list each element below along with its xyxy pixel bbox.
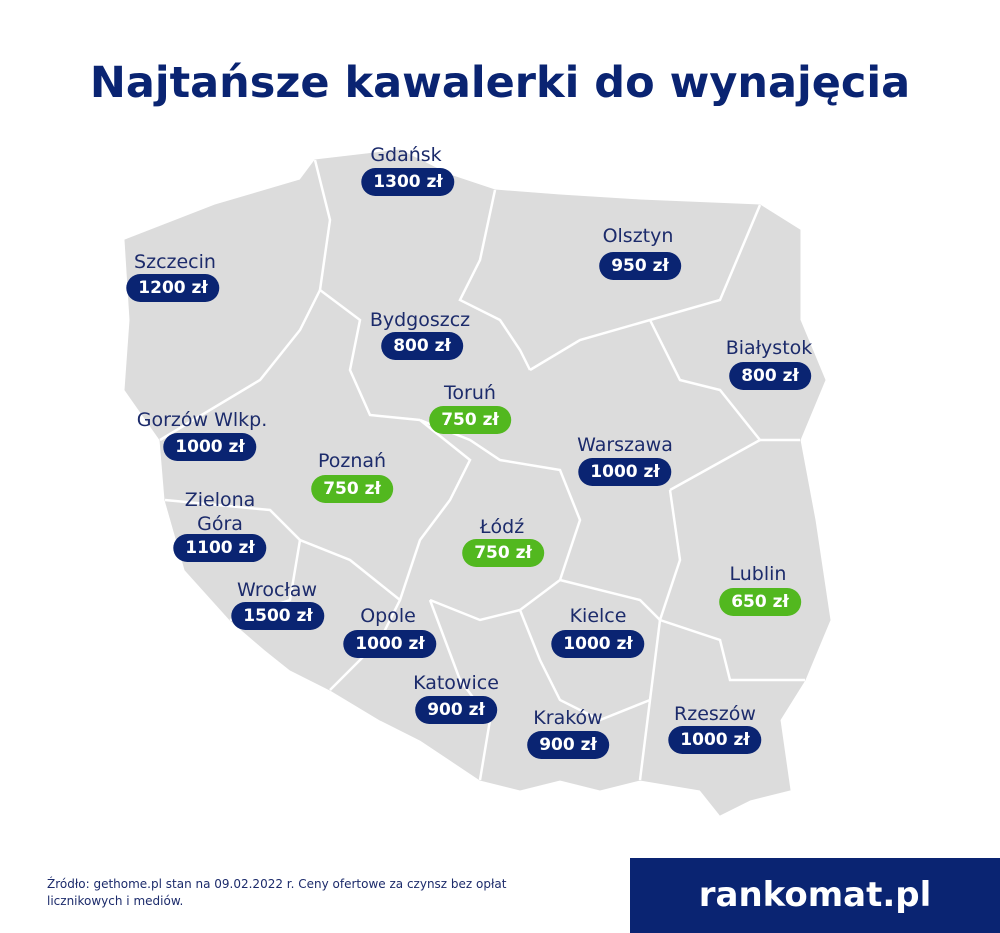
price-badge: 950 zł — [599, 252, 681, 280]
price-badge: 750 zł — [311, 475, 393, 503]
logo: rankomat.pl — [630, 858, 1000, 933]
source-note: Źródło: gethome.pl stan na 09.02.2022 r.… — [47, 877, 507, 908]
price-badge: 800 zł — [729, 362, 811, 390]
price-badge: 1500 zł — [231, 602, 325, 630]
city-name: Rzeszów — [674, 703, 756, 725]
city-name: Katowice — [413, 672, 499, 694]
price-badge: 750 zł — [462, 539, 544, 567]
city-name: Łódź — [479, 516, 525, 538]
city-name: Gdańsk — [370, 144, 442, 166]
city-name: Olsztyn — [602, 225, 674, 247]
city-name: Bydgoszcz — [369, 309, 471, 331]
price-badge: 1000 zł — [163, 433, 257, 461]
price-badge: 1100 zł — [173, 534, 267, 562]
city-name: Lublin — [729, 563, 787, 585]
price-badge: 1000 zł — [668, 726, 762, 754]
city-name: Białystok — [725, 337, 813, 359]
city-name: Zielona Góra — [184, 489, 256, 535]
price-badge: 650 zł — [719, 588, 801, 616]
price-badge: 900 zł — [527, 731, 609, 759]
price-badge: 1000 zł — [551, 630, 645, 658]
city-name: Wrocław — [237, 579, 317, 601]
city-name: Gorzów Wlkp. — [136, 409, 268, 431]
city-name: Toruń — [444, 382, 496, 404]
price-badge: 1200 zł — [126, 274, 220, 302]
price-badge: 900 zł — [415, 696, 497, 724]
price-badge: 750 zł — [429, 406, 511, 434]
city-name: Szczecin — [134, 251, 216, 273]
price-badge: 1000 zł — [578, 458, 672, 486]
city-name: Opole — [360, 605, 416, 627]
price-badge: 1000 zł — [343, 630, 437, 658]
title: Najtańsze kawalerki do wynajęcia — [89, 58, 911, 108]
city-name: Poznań — [317, 450, 387, 472]
price-badge: 1300 zł — [361, 168, 455, 196]
city-name: Warszawa — [577, 434, 673, 456]
city-name: Kielce — [569, 605, 627, 627]
city-name: Kraków — [533, 707, 603, 729]
country-shape — [124, 149, 831, 816]
price-badge: 800 zł — [381, 332, 463, 360]
